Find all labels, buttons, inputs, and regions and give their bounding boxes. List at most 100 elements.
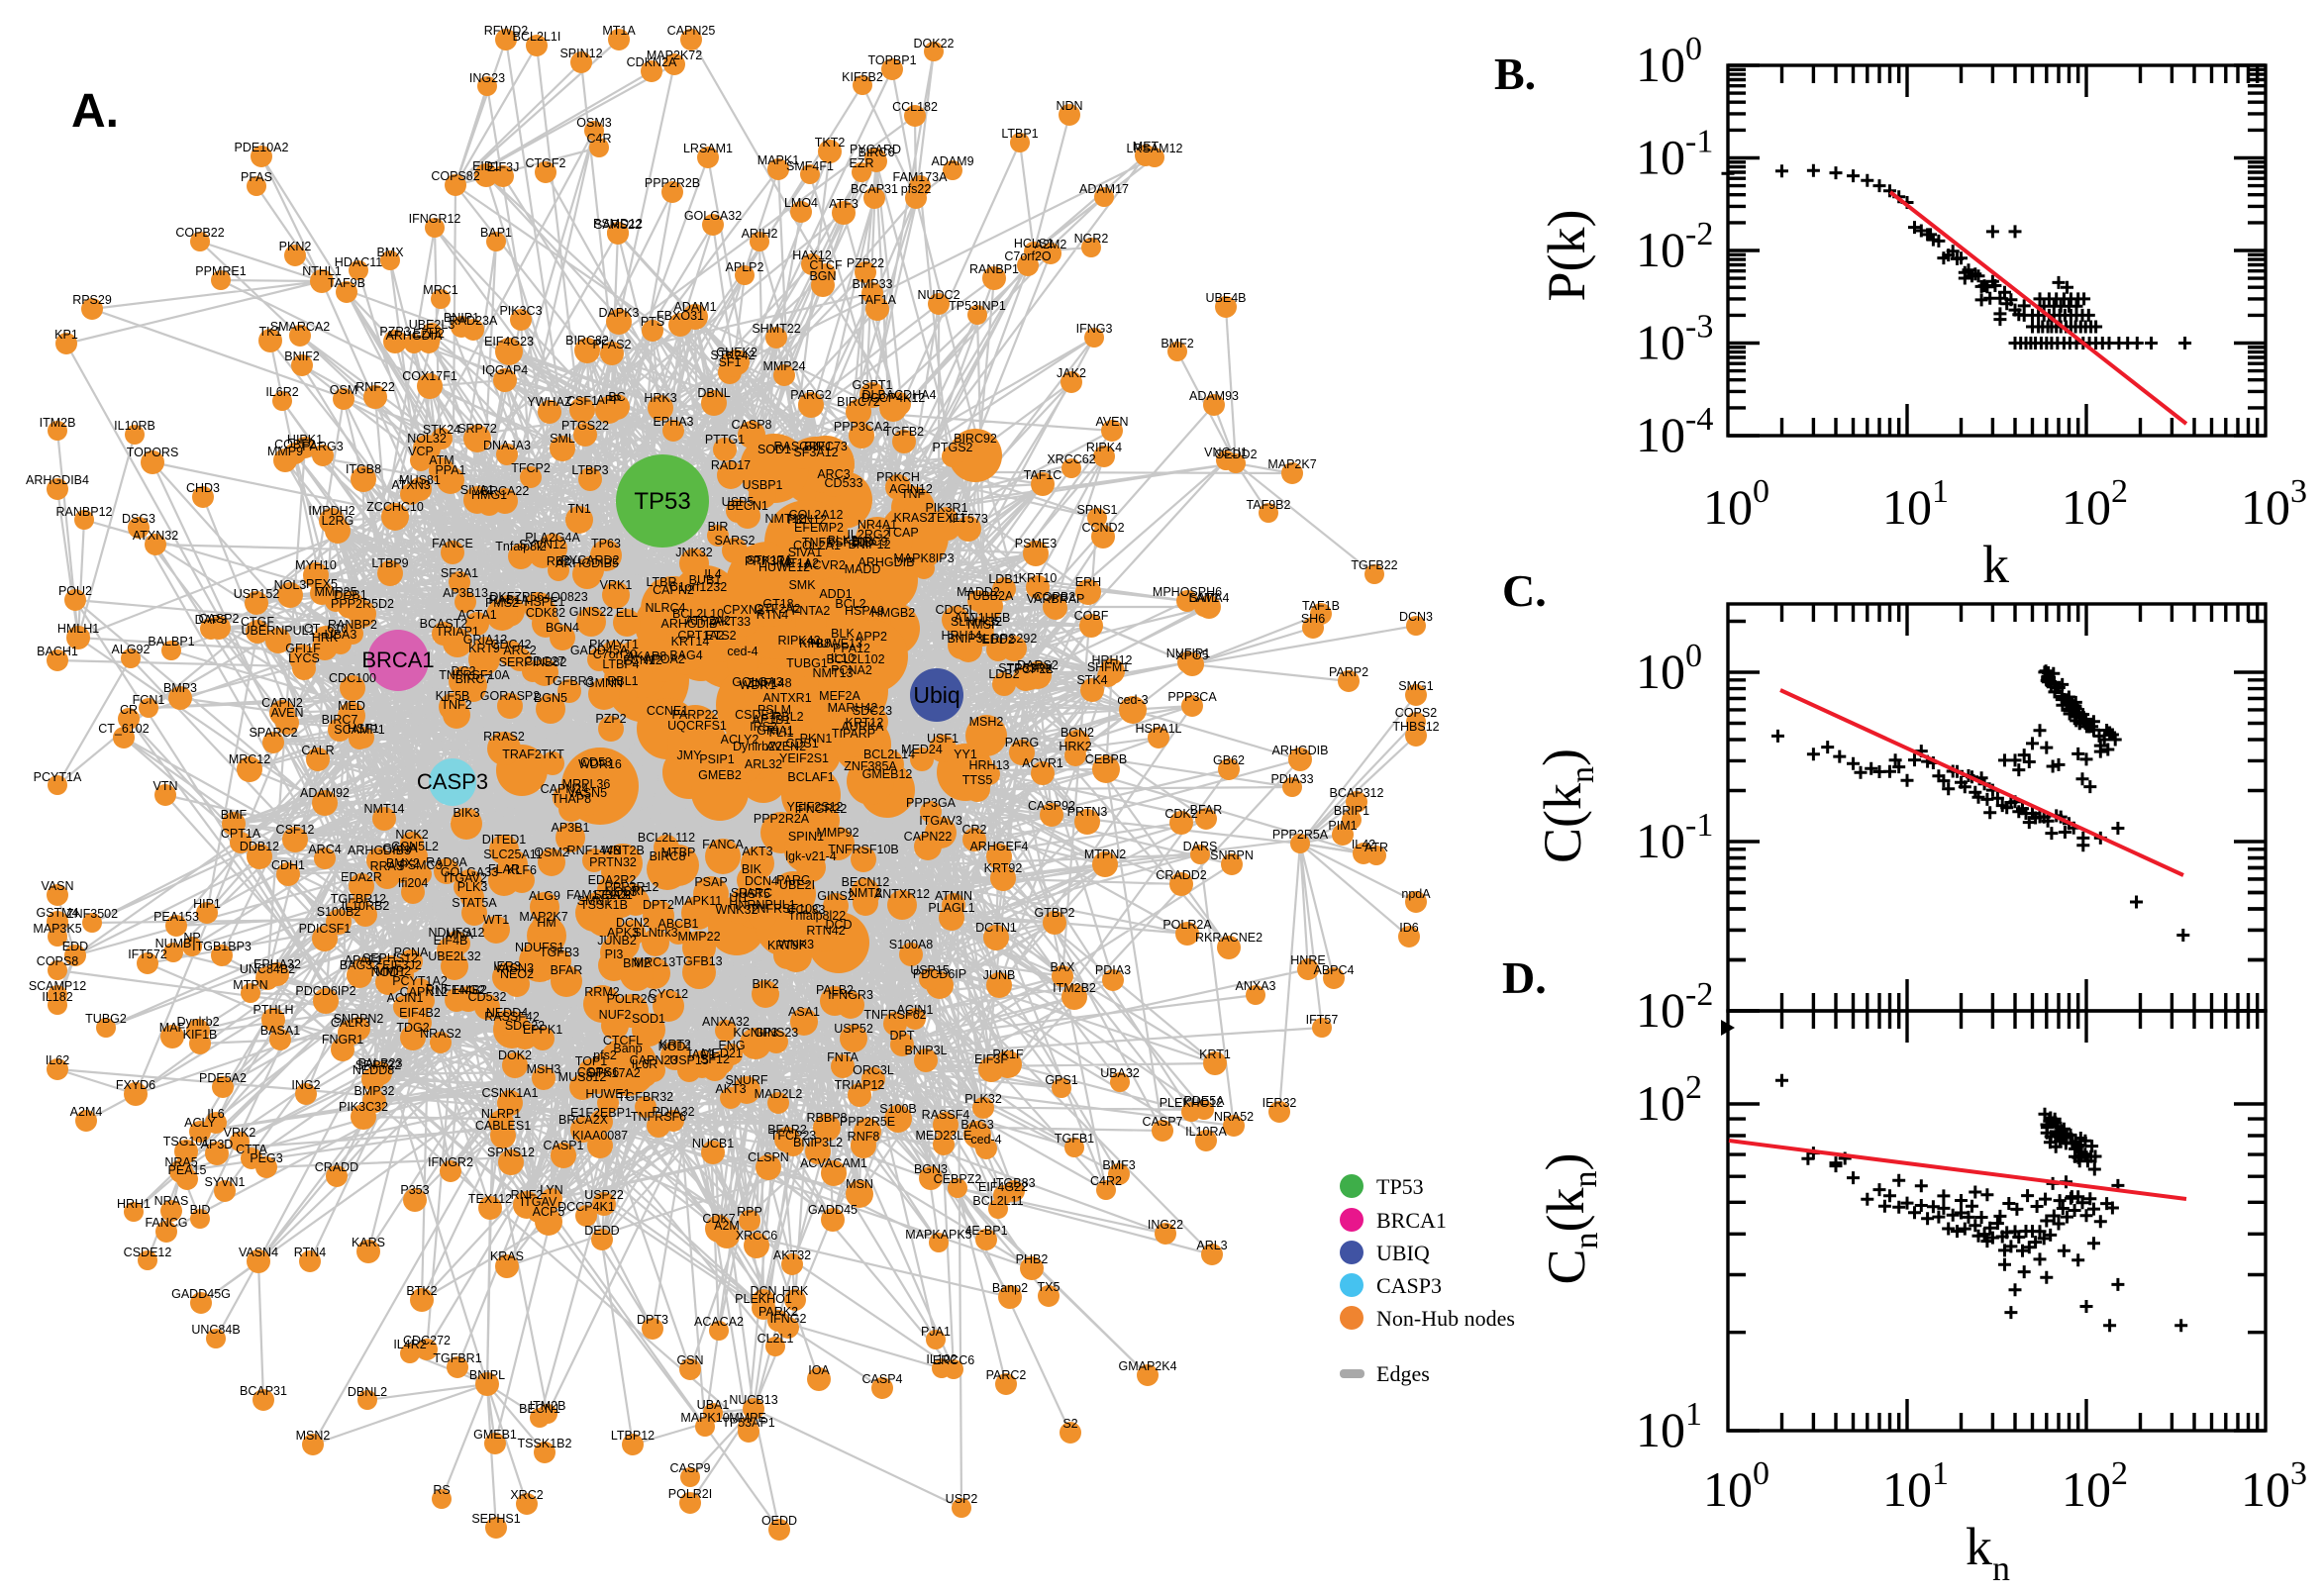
- svg-text:KRAS: KRAS: [490, 1249, 524, 1263]
- svg-text:HMGB2: HMGB2: [871, 606, 916, 620]
- svg-text:BNIP1: BNIP1: [444, 311, 479, 325]
- svg-text:BIK3: BIK3: [453, 806, 479, 820]
- svg-text:TGFB2: TGFB2: [884, 425, 924, 439]
- svg-text:TGFB13: TGFB13: [675, 954, 722, 968]
- svg-text:NTHL1: NTHL1: [302, 264, 342, 278]
- svg-text:BNIP12: BNIP12: [848, 538, 890, 551]
- svg-text:MAPK8IP3: MAPK8IP3: [893, 551, 954, 565]
- svg-text:AVEN2: AVEN2: [766, 740, 806, 753]
- svg-text:KIAA0087: KIAA0087: [572, 1129, 628, 1143]
- svg-text:PLEKHO1: PLEKHO1: [735, 1292, 792, 1306]
- svg-text:C4R2: C4R2: [1090, 1174, 1122, 1188]
- svg-text:APAF1: APAF1: [345, 953, 383, 967]
- svg-text:IFNGR22: IFNGR22: [795, 802, 848, 816]
- svg-text:MUS812: MUS812: [558, 1070, 607, 1084]
- svg-text:UBERNPUL1: UBERNPUL1: [241, 624, 315, 638]
- svg-text:UBE2I: UBE2I: [779, 878, 815, 892]
- svg-text:PEG3: PEG3: [250, 1151, 282, 1165]
- svg-text:SE2D1: SE2D1: [593, 888, 633, 902]
- svg-text:TAF1A: TAF1A: [858, 293, 897, 307]
- svg-text:TP53: TP53: [634, 488, 690, 515]
- svg-text:C7orf2O: C7orf2O: [1004, 249, 1052, 263]
- svg-text:FNGR1: FNGR1: [322, 1033, 363, 1047]
- svg-text:SDC22: SDC22: [505, 1019, 545, 1033]
- svg-text:NRA52: NRA52: [1214, 1110, 1254, 1124]
- svg-text:CALR: CALR: [301, 744, 334, 757]
- svg-text:BIRC9: BIRC9: [852, 535, 888, 549]
- svg-text:UBIQ: UBIQ: [1376, 1241, 1430, 1265]
- svg-text:MAP2K7: MAP2K7: [1267, 457, 1316, 471]
- svg-text:PDE10A2: PDE10A2: [235, 141, 289, 154]
- svg-text:PKN1: PKN1: [800, 732, 833, 746]
- svg-text:NUMB: NUMB: [155, 937, 192, 950]
- svg-text:STK17A2: STK17A2: [587, 1066, 641, 1080]
- svg-text:ANTXR12: ANTXR12: [874, 887, 930, 901]
- svg-text:SMN1: SMN1: [577, 894, 612, 908]
- svg-text:BUB1: BUB1: [689, 573, 722, 587]
- svg-text:SPIN1: SPIN1: [788, 830, 824, 844]
- svg-text:ACVR2: ACVR2: [804, 558, 846, 572]
- svg-text:ING2: ING2: [291, 1078, 320, 1092]
- svg-text:BNIPL: BNIPL: [469, 1368, 505, 1382]
- svg-text:CDC5L: CDC5L: [936, 603, 976, 617]
- svg-text:PIK3C3: PIK3C3: [499, 304, 542, 318]
- svg-text:NUCB13: NUCB13: [729, 1393, 777, 1407]
- svg-text:MEF2A: MEF2A: [819, 689, 860, 703]
- svg-text:STK4: STK4: [1076, 673, 1107, 687]
- svg-text:A.: A.: [71, 85, 119, 138]
- svg-text:MAPK1: MAPK1: [758, 153, 799, 167]
- svg-text:C.: C.: [1502, 565, 1547, 616]
- svg-text:EPHA32: EPHA32: [253, 957, 301, 971]
- svg-text:CSF12: CSF12: [276, 823, 315, 837]
- svg-text:RASGRF1: RASGRF1: [773, 440, 832, 453]
- svg-text:SPARC: SPARC: [731, 886, 772, 900]
- svg-text:KCNIP3: KCNIP3: [733, 1026, 777, 1040]
- svg-text:EIF4B2: EIF4B2: [399, 1006, 441, 1020]
- svg-text:MMP24: MMP24: [762, 359, 805, 373]
- svg-text:BCL2L112: BCL2L112: [638, 831, 695, 845]
- svg-text:EDA2R: EDA2R: [341, 870, 382, 884]
- svg-text:GTBP2: GTBP2: [1035, 906, 1075, 920]
- svg-text:SRP72: SRP72: [457, 422, 497, 436]
- svg-text:RBBP8: RBBP8: [807, 1111, 848, 1125]
- svg-text:MADD2: MADD2: [957, 585, 1000, 599]
- svg-text:NUDC2: NUDC2: [917, 288, 960, 302]
- svg-text:APP: APP: [596, 393, 621, 407]
- svg-text:UST5: UST5: [739, 887, 770, 901]
- svg-text:MUS81: MUS81: [399, 473, 441, 487]
- svg-text:ID6: ID6: [1399, 921, 1419, 935]
- svg-text:MNA: MNA: [446, 928, 473, 942]
- svg-text:Tnfaip8l22: Tnfaip8l22: [788, 909, 846, 923]
- svg-text:CALR3: CALR3: [331, 1016, 370, 1030]
- svg-text:EIF3J2: EIF3J2: [382, 958, 422, 972]
- svg-text:HNRNPUL1: HNRNPUL1: [729, 898, 795, 912]
- svg-text:RTN4: RTN4: [294, 1246, 326, 1259]
- svg-text:AVEN: AVEN: [270, 706, 303, 720]
- svg-text:TNFRSF10D: TNFRSF10D: [802, 536, 873, 549]
- svg-text:HRH12: HRH12: [1092, 653, 1133, 667]
- svg-text:MTPN: MTPN: [233, 978, 267, 992]
- svg-text:TRIAP1: TRIAP1: [436, 625, 479, 639]
- svg-text:WNT2B: WNT2B: [601, 844, 645, 857]
- svg-text:PZP3: PZP3: [379, 325, 410, 339]
- svg-text:BCL2L14: BCL2L14: [863, 748, 915, 761]
- svg-text:DEDD: DEDD: [584, 1224, 619, 1238]
- svg-text:CSDE1: CSDE1: [735, 708, 776, 722]
- svg-text:KRT2: KRT2: [659, 1038, 691, 1051]
- svg-text:SIVA1: SIVA1: [788, 546, 823, 559]
- svg-text:PCNA: PCNA: [394, 946, 429, 959]
- svg-text:UBE2L3: UBE2L3: [409, 318, 455, 332]
- svg-text:GANA: GANA: [382, 842, 418, 855]
- svg-text:pfs22: pfs22: [901, 182, 932, 196]
- svg-text:GRIA12: GRIA12: [463, 633, 508, 647]
- svg-text:BMP32: BMP32: [354, 1084, 395, 1098]
- svg-text:DOK2: DOK2: [498, 1048, 532, 1062]
- svg-text:ACTA1: ACTA1: [457, 608, 496, 622]
- svg-text:FLAR: FLAR: [488, 862, 520, 876]
- svg-text:HRH14: HRH14: [942, 629, 982, 643]
- svg-text:ADAM93: ADAM93: [1189, 389, 1239, 403]
- svg-text:YEIF2S1: YEIF2S1: [779, 751, 829, 765]
- svg-text:TKT2: TKT2: [815, 136, 846, 150]
- svg-text:IL6R: IL6R: [632, 1057, 657, 1071]
- svg-text:ITGAV2: ITGAV2: [444, 871, 487, 885]
